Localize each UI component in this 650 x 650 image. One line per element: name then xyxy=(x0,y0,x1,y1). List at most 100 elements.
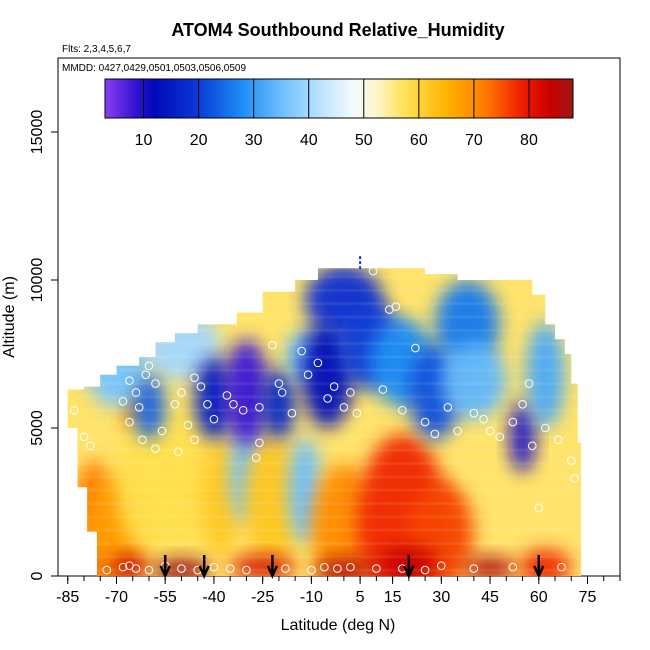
observation-point xyxy=(333,564,342,573)
humidity-feature xyxy=(243,436,302,568)
observation-point xyxy=(297,346,306,356)
chart-title: ATOM4 Southbound Relative_Humidity xyxy=(171,20,504,40)
observation-point xyxy=(242,565,251,575)
humidity-feature xyxy=(262,368,296,440)
observation-point xyxy=(209,562,219,572)
humidity-feature xyxy=(441,342,507,420)
humidity-feature xyxy=(152,558,211,576)
observation-point xyxy=(508,417,518,427)
observation-point xyxy=(430,429,440,439)
observation-point xyxy=(570,474,579,483)
observation-point xyxy=(151,444,160,454)
x-tick-label: -40 xyxy=(202,589,225,606)
observation-point xyxy=(131,388,141,397)
colorbar-tick-label: 70 xyxy=(465,132,483,149)
observation-point xyxy=(339,402,349,412)
observation-point xyxy=(209,414,219,424)
x-tick-label: -25 xyxy=(251,589,274,606)
feature-layer xyxy=(74,268,572,576)
observation-point xyxy=(281,564,290,573)
observation-point xyxy=(391,302,401,311)
observation-point xyxy=(203,400,212,409)
humidity-feature xyxy=(230,555,296,576)
observation-point xyxy=(134,402,144,412)
observation-point xyxy=(229,400,238,409)
colorbar-tick-label: 30 xyxy=(245,132,263,149)
x-tick-label: 60 xyxy=(530,589,548,606)
x-axis-label: Latitude (deg N) xyxy=(281,617,396,634)
colorbar-tick-label: 20 xyxy=(190,132,208,149)
observation-point xyxy=(566,456,576,465)
observation-point xyxy=(141,370,151,380)
observation-point xyxy=(378,385,388,394)
humidity-feature xyxy=(509,401,536,473)
observation-point xyxy=(238,405,248,415)
observation-point xyxy=(151,379,160,388)
observation-point xyxy=(190,435,199,445)
y-axis-label: Altitude (m) xyxy=(1,276,18,358)
observation-point xyxy=(274,379,284,388)
observation-point xyxy=(144,361,154,371)
observation-point xyxy=(534,503,544,513)
observation-point xyxy=(437,561,446,570)
observation-point xyxy=(352,408,362,418)
observation-point xyxy=(177,388,186,397)
observation-point xyxy=(255,402,264,412)
observation-point xyxy=(443,402,453,412)
observation-point xyxy=(398,405,407,415)
observation-point xyxy=(255,438,264,448)
humidity-feature xyxy=(464,556,517,576)
observation-point xyxy=(144,565,154,575)
observation-point xyxy=(320,562,329,572)
humidity-feature xyxy=(148,410,214,547)
x-tick-label: -10 xyxy=(300,589,323,606)
observation-point xyxy=(86,441,95,451)
colorbar-tick-label: 80 xyxy=(520,132,538,149)
humidity-feature xyxy=(109,555,149,576)
observation-point xyxy=(553,435,563,445)
humidity-feature xyxy=(200,439,240,559)
observation-point xyxy=(225,564,235,573)
observation-point xyxy=(323,394,332,403)
humidity-feature xyxy=(194,356,234,440)
observation-point xyxy=(420,417,430,427)
observation-point xyxy=(479,414,488,424)
x-tick-label: -70 xyxy=(105,589,128,606)
x-tick-label: 45 xyxy=(481,589,499,606)
observation-point xyxy=(329,382,339,391)
observation-point xyxy=(131,564,141,573)
humidity-feature xyxy=(132,374,166,440)
colorbar-tick-label: 10 xyxy=(135,132,153,149)
x-tick-label: 15 xyxy=(384,589,402,606)
observation-point xyxy=(307,565,316,575)
observation-point xyxy=(495,432,505,442)
x-axis: -85 -70 -55 -40 -25 -10 5 15 30 45 60 75 xyxy=(56,576,621,606)
observation-point xyxy=(125,376,134,385)
observation-point xyxy=(469,564,479,573)
profile-arrow xyxy=(266,555,279,580)
observation-point xyxy=(346,388,355,397)
observation-point xyxy=(173,447,183,456)
observation-point xyxy=(508,562,518,572)
colorbar-gradient xyxy=(104,78,574,119)
profile-arrow xyxy=(198,555,210,580)
observation-point xyxy=(125,417,134,427)
observation-point xyxy=(303,370,313,380)
observation-point xyxy=(372,564,381,573)
observation-point xyxy=(518,400,527,409)
y-tick-label: 0 xyxy=(29,571,46,580)
x-tick-label: 30 xyxy=(432,589,450,606)
observation-point xyxy=(540,423,550,433)
flights-label: Flts: 2,3,4,5,6,7 xyxy=(62,44,131,55)
x-tick-label: -85 xyxy=(56,589,79,606)
observation-point xyxy=(485,426,495,436)
observation-point xyxy=(157,426,167,436)
observation-point xyxy=(190,373,199,382)
x-tick-label: 5 xyxy=(356,589,365,606)
colorbar-tick-label: 40 xyxy=(300,132,318,149)
observation-point xyxy=(196,382,206,391)
y-tick-label: 15000 xyxy=(29,110,46,155)
observation-point xyxy=(469,408,479,418)
observation-point xyxy=(118,562,128,572)
